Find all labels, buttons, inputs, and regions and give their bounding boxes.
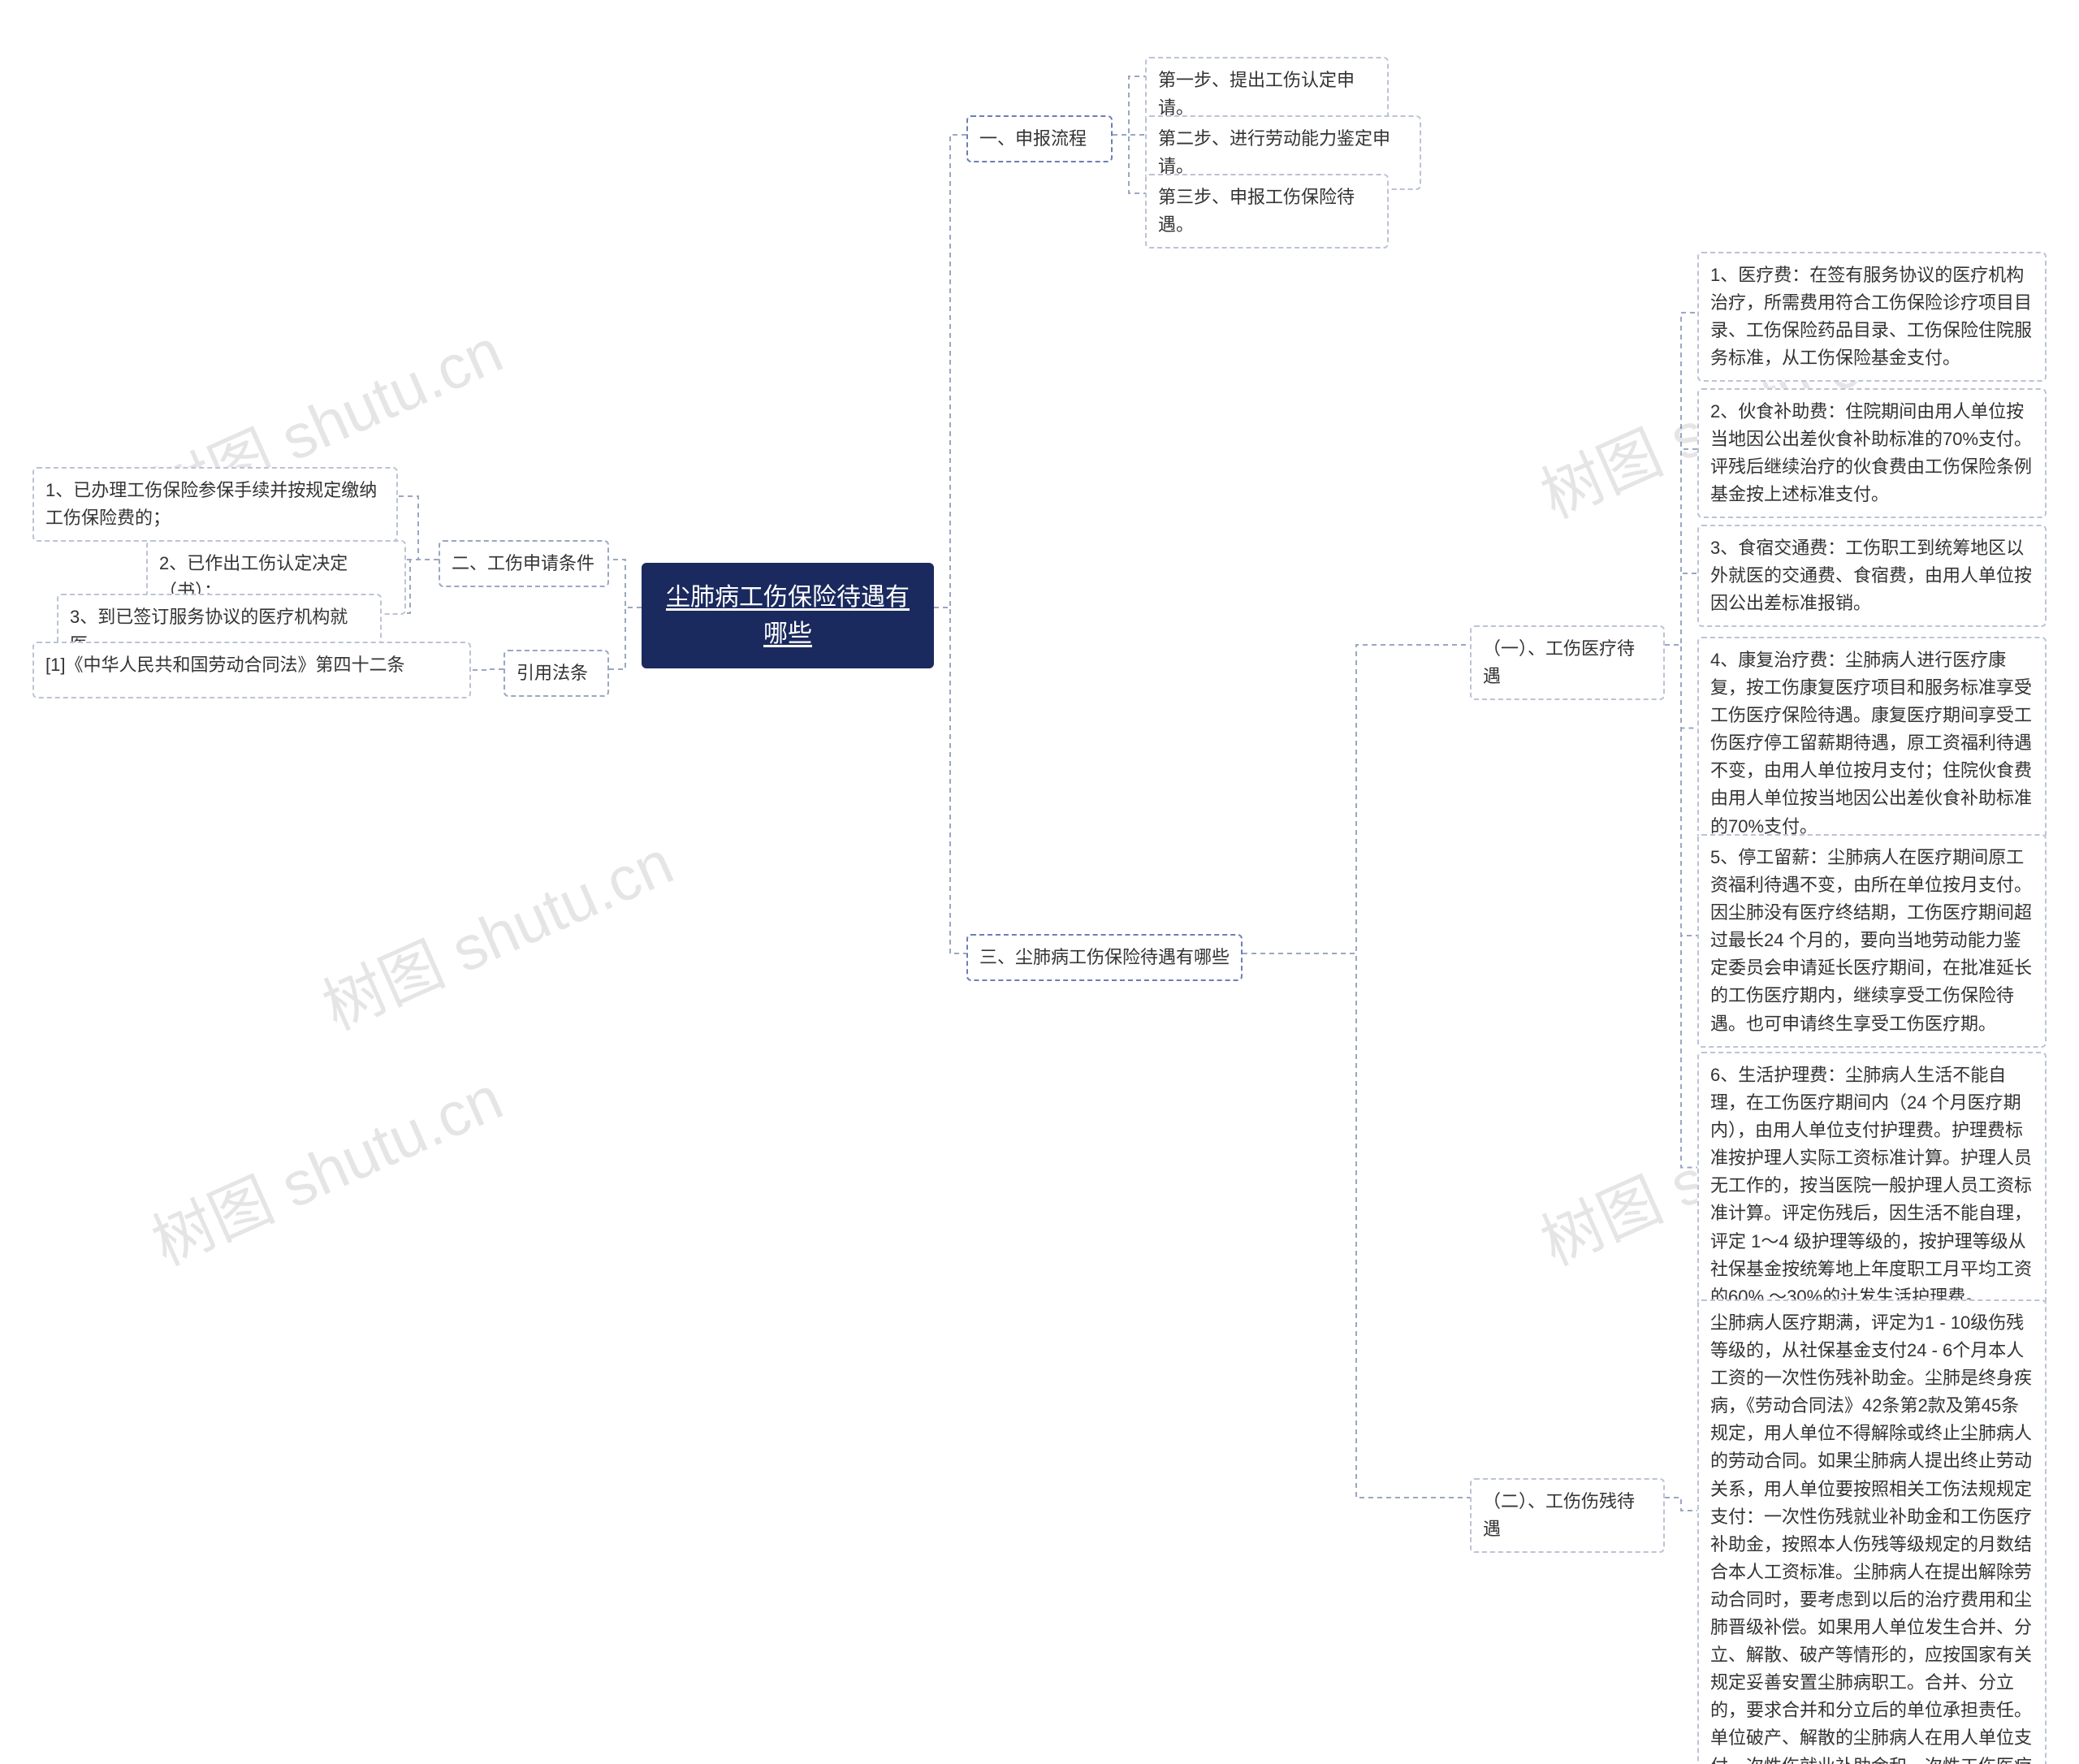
leaf-node: 尘肺病人医疗期满，评定为1 - 10级伤残等级的，从社保基金支付24 - 6个月… bbox=[1697, 1299, 2047, 1764]
leaf-node: [1]《中华人民共和国劳动合同法》第四十二条 bbox=[32, 642, 471, 698]
leaf-node: 1、医疗费：在签有服务协议的医疗机构治疗，所需费用符合工伤保险诊疗项目目录、工伤… bbox=[1697, 252, 2047, 382]
branch-node: 引用法条 bbox=[504, 650, 609, 697]
branch-node: 三、尘肺病工伤保险待遇有哪些 bbox=[966, 934, 1243, 981]
watermark: 树图 shutu.cn bbox=[307, 813, 685, 1047]
branch-node: 一、申报流程 bbox=[966, 115, 1113, 162]
branch-node: 二、工伤申请条件 bbox=[439, 540, 609, 587]
leaf-node: 2、伙食补助费：住院期间由用人单位按当地因公出差伙食补助标准的70%支付。评残后… bbox=[1697, 388, 2047, 518]
watermark: 树图 shutu.cn bbox=[136, 1048, 514, 1282]
leaf-node: 1、已办理工伤保险参保手续并按规定缴纳工伤保险费的； bbox=[32, 467, 398, 542]
leaf-node: 3、食宿交通费：工伤职工到统筹地区以外就医的交通费、食宿费，由用人单位按因公出差… bbox=[1697, 525, 2047, 627]
leaf-node: 4、康复治疗费：尘肺病人进行医疗康复，按工伤康复医疗项目和服务标准享受工伤医疗保… bbox=[1697, 637, 2047, 850]
leaf-node: 6、生活护理费：尘肺病人生活不能自理，在工伤医疗期间内（24 个月医疗期内），由… bbox=[1697, 1052, 2047, 1321]
leaf-node: 5、停工留薪：尘肺病人在医疗期间原工资福利待遇不变，由所在单位按月支付。因尘肺没… bbox=[1697, 834, 2047, 1048]
root-node: 尘肺病工伤保险待遇有哪些 bbox=[642, 563, 934, 668]
group-node: （二）、工伤伤残待遇 bbox=[1470, 1478, 1665, 1553]
group-node: （一）、工伤医疗待遇 bbox=[1470, 625, 1665, 700]
leaf-node: 第三步、申报工伤保险待遇。 bbox=[1145, 174, 1389, 249]
